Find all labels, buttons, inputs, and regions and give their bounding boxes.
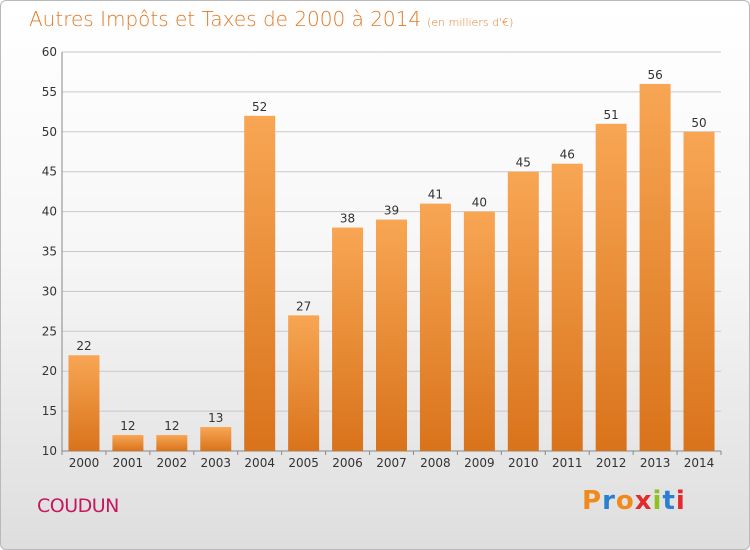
x-tick-label: 2010 [508, 456, 539, 470]
data-label: 22 [76, 339, 91, 353]
data-label: 12 [164, 419, 179, 433]
bar-2001 [112, 435, 144, 451]
y-tick-label: 40 [42, 205, 57, 219]
unit-note: (en milliers d'€) [427, 16, 514, 29]
logo-letter: t [662, 486, 676, 516]
bar-2007 [376, 219, 407, 451]
logo-letter: P [582, 486, 603, 516]
x-tick-label: 2003 [200, 456, 231, 470]
logo-letter: r [602, 486, 616, 516]
x-tick-label: 2000 [69, 456, 100, 470]
bar-2006 [332, 227, 364, 451]
proxiti-logo: Proxiti [582, 486, 686, 516]
bar-2005 [288, 315, 320, 451]
y-tick-label: 15 [42, 404, 57, 418]
bar-2010 [507, 171, 539, 451]
x-tick-label: 2006 [332, 456, 363, 470]
data-label: 38 [340, 212, 355, 226]
bars [68, 83, 715, 452]
axes: 10 15 20 25 30 35 40 45 50 55 60 2000 2001 2002 2003 20… [42, 45, 722, 470]
x-tick-label: 2011 [552, 456, 583, 470]
y-tick-label: 20 [42, 364, 57, 378]
bar-2002 [156, 435, 188, 451]
y-tick-label: 60 [42, 45, 57, 59]
data-label: 27 [296, 299, 311, 313]
bar-2012 [595, 123, 627, 451]
logo-letter: x [634, 486, 653, 516]
y-tick-label: 30 [42, 284, 57, 298]
x-tick-label: 2004 [244, 456, 275, 470]
y-tick-label: 45 [42, 165, 57, 179]
x-tick-label: 2013 [640, 456, 671, 470]
bar-2011 [551, 163, 583, 451]
x-tick-label: 2001 [113, 456, 144, 470]
x-tick-label: 2005 [288, 456, 319, 470]
logo-letter: i [675, 486, 686, 516]
data-label: 51 [604, 108, 619, 122]
data-labels: 22 12 12 13 52 27 38 39 41 40 45 46 51 56 50 [76, 68, 706, 433]
data-label: 52 [252, 100, 267, 114]
bar-2009 [463, 211, 495, 451]
data-label: 39 [384, 204, 399, 218]
x-tick-label: 2007 [376, 456, 407, 470]
chart-title: Autres Impôts et Taxes de 2000 à 2014 (en… [29, 7, 513, 31]
y-tick-label: 10 [42, 444, 57, 458]
data-label: 46 [560, 148, 575, 162]
y-tick-label: 50 [42, 125, 57, 139]
x-tick-label: 2002 [157, 456, 188, 470]
logo-letter: o [615, 486, 635, 516]
chart-title-text: Autres Impôts et Taxes de 2000 à 2014 [29, 7, 422, 31]
logo-letter: i [652, 486, 663, 516]
data-label: 12 [120, 419, 135, 433]
data-label: 45 [516, 156, 531, 170]
bar-2008 [419, 203, 451, 451]
data-label: 41 [428, 188, 443, 202]
bar-2004 [244, 115, 276, 451]
y-tick-label: 25 [42, 324, 57, 338]
bar-2003 [200, 427, 232, 451]
y-tick-label: 35 [42, 245, 57, 259]
bar-2014 [683, 131, 715, 452]
x-tick-label: 2008 [420, 456, 451, 470]
data-label: 13 [208, 411, 223, 425]
y-tick-label: 55 [42, 85, 57, 99]
bar-2013 [639, 83, 671, 452]
commune-name: COUDUN [37, 495, 119, 517]
x-tick-label: 2014 [684, 456, 715, 470]
data-label: 40 [472, 196, 487, 210]
x-tick-label: 2012 [596, 456, 627, 470]
data-label: 50 [691, 116, 706, 130]
bar-2000 [68, 355, 100, 451]
data-label: 56 [647, 68, 662, 82]
x-tick-label: 2009 [464, 456, 495, 470]
